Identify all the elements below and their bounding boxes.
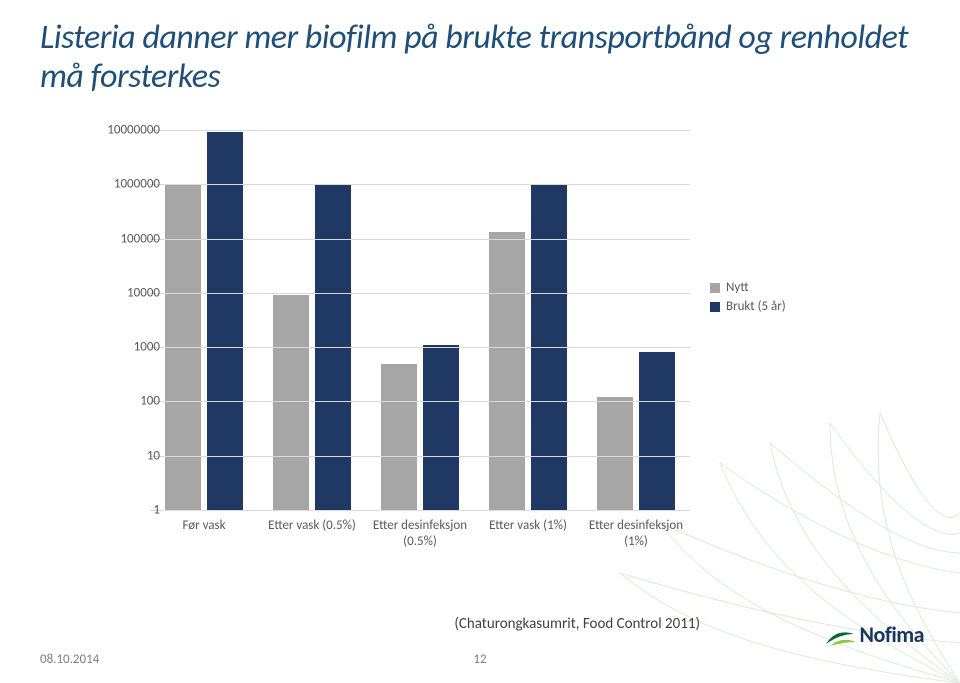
legend-swatch	[710, 283, 720, 293]
y-tick-label: 100000	[70, 231, 160, 246]
bar	[597, 397, 634, 510]
y-tick-label: 1	[70, 503, 160, 518]
legend: Nytt Brukt (5 år)	[710, 280, 786, 318]
x-category-label: Før vask	[150, 518, 258, 534]
plot-region	[150, 130, 690, 510]
x-category-label: Etter vask (1%)	[474, 518, 582, 534]
x-category-label: Etter desinfeksjon(0.5%)	[366, 518, 474, 549]
gridline	[150, 401, 690, 402]
footer-page: 12	[0, 652, 960, 667]
x-category-label: Etter vask (0.5%)	[258, 518, 366, 534]
legend-item: Brukt (5 år)	[710, 299, 786, 314]
nofima-logo: Nofima	[824, 621, 924, 653]
gridline	[150, 293, 690, 294]
citation: (Chaturongkasumrit, Food Control 2011)	[454, 615, 700, 633]
bar	[207, 132, 244, 510]
bar	[273, 295, 310, 510]
gridline	[150, 510, 690, 511]
gridline	[150, 347, 690, 348]
gridline	[150, 184, 690, 185]
y-tick-label: 1000000	[70, 177, 160, 192]
legend-label: Nytt	[726, 280, 749, 295]
logo-text: Nofima	[860, 621, 924, 648]
gridline	[150, 456, 690, 457]
y-tick-label: 10000000	[70, 123, 160, 138]
y-tick-label: 1000	[70, 340, 160, 355]
legend-item: Nytt	[710, 280, 786, 295]
bar	[489, 232, 526, 510]
legend-swatch	[710, 302, 720, 312]
bar	[423, 345, 460, 510]
bar	[381, 364, 418, 511]
page-title: Listeria danner mer biofilm på brukte tr…	[40, 18, 920, 96]
y-tick-label: 10	[70, 448, 160, 463]
bar	[639, 352, 676, 510]
y-tick-label: 10000	[70, 285, 160, 300]
bar-chart: Nytt Brukt (5 år) 1 10 100 1000 10000 100000 10…	[70, 130, 790, 570]
legend-label: Brukt (5 år)	[726, 299, 786, 314]
gridline	[150, 130, 690, 131]
y-tick-label: 100	[70, 394, 160, 409]
gridline	[150, 239, 690, 240]
x-category-label: Etter desinfeksjon(1%)	[582, 518, 690, 549]
